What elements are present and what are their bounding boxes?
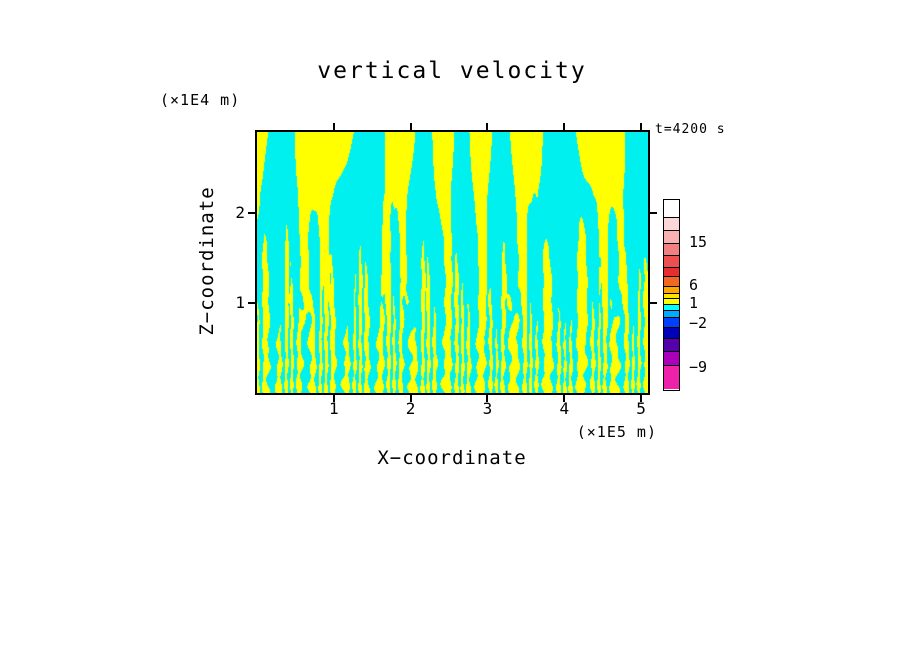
colorbar <box>663 199 680 391</box>
colorbar-segment <box>664 318 679 328</box>
x-tick-label: 5 <box>636 399 646 418</box>
colorbar-tick-label: 1 <box>689 293 699 312</box>
x-tick-mark <box>409 123 412 130</box>
colorbar-tick-label: −9 <box>689 358 708 377</box>
x-axis-units: (×1E5 m) <box>576 423 657 441</box>
colorbar-segment <box>664 327 679 340</box>
x-tick-mark <box>332 123 335 130</box>
y-axis-label: Z−coordinate <box>196 186 218 336</box>
x-tick-mark <box>640 123 643 130</box>
colorbar-segment <box>664 311 679 319</box>
time-annotation: t=4200 s <box>655 122 726 137</box>
colorbar-segment <box>664 267 679 278</box>
x-tick-mark <box>409 395 412 402</box>
y-tick-mark <box>650 302 657 304</box>
x-axis-label: X−coordinate <box>377 447 527 469</box>
colorbar-segment <box>664 243 679 257</box>
colorbar-segment <box>664 200 679 218</box>
x-tick-mark <box>486 123 489 130</box>
colorbar-segment <box>664 339 679 353</box>
x-tick-mark <box>332 395 335 402</box>
x-tick-label: 3 <box>482 399 493 418</box>
x-tick-mark <box>563 395 566 402</box>
y-axis-units: (×1E4 m) <box>160 91 241 109</box>
x-tick-mark <box>563 123 566 130</box>
colorbar-tick-label: 15 <box>689 232 708 251</box>
colorbar-segment <box>664 299 679 305</box>
x-tick-label: 2 <box>405 399 416 418</box>
colorbar-tick-label: 6 <box>689 276 699 295</box>
colorbar-segment <box>664 217 679 231</box>
y-tick-label: 1 <box>235 293 245 312</box>
colorbar-segment <box>664 277 679 288</box>
colorbar-tick-label: −2 <box>689 314 708 333</box>
x-tick-label: 4 <box>559 399 570 418</box>
colorbar-segment <box>664 287 679 295</box>
plot-area: 1 2 3 4 5 1 2 <box>235 123 657 418</box>
contour-field <box>257 132 648 393</box>
colorbar-segment <box>664 304 679 312</box>
colorbar-segment <box>664 352 679 366</box>
y-tick-mark <box>248 302 255 304</box>
y-tick-label: 2 <box>235 203 245 222</box>
colorbar-segment <box>664 365 679 390</box>
chart-title: vertical velocity <box>317 58 587 84</box>
y-tick-mark <box>650 212 657 214</box>
x-tick-mark <box>640 395 643 402</box>
y-tick-mark <box>248 212 255 214</box>
colorbar-segment <box>664 256 679 268</box>
x-tick-mark <box>486 395 489 402</box>
x-tick-label: 1 <box>328 399 339 418</box>
colorbar-segment <box>664 294 679 300</box>
colorbar-segment <box>664 230 679 244</box>
